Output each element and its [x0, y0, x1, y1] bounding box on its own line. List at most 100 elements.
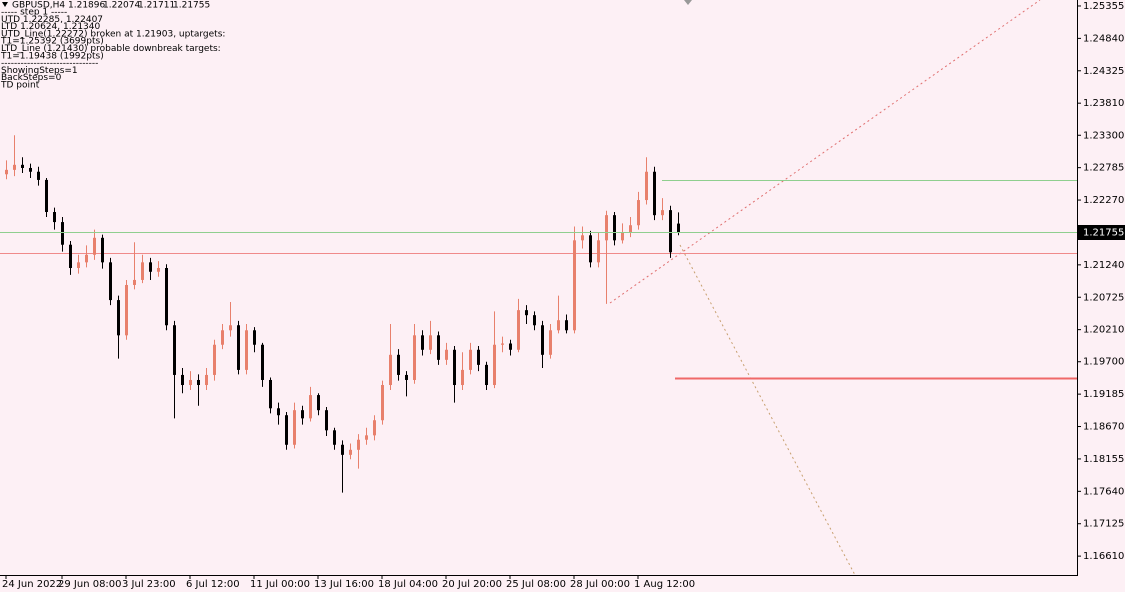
ohlc-close: 1.21755 — [173, 1, 210, 11]
candle-body — [53, 212, 56, 223]
candle-body — [397, 354, 400, 375]
candle-body — [213, 344, 216, 375]
candle-body — [341, 444, 344, 455]
info-line: TD point — [0, 81, 40, 91]
y-tick-label: 1.20210 — [1083, 325, 1124, 336]
candle-body — [325, 410, 328, 431]
candle-body — [109, 262, 112, 301]
candle-body — [517, 310, 520, 350]
candle-body — [477, 349, 480, 365]
x-tick-label: 29 Jun 08:00 — [58, 579, 122, 590]
candle-body — [373, 420, 376, 436]
candle-body — [581, 235, 584, 241]
candle-body — [157, 267, 160, 272]
candle-body — [253, 330, 256, 345]
candle-body — [445, 349, 448, 360]
x-tick-label: 6 Jul 12:00 — [186, 579, 240, 590]
price-label-box — [1078, 225, 1125, 240]
info-panel: GBPUSD,H4 1.21896 1.22074 1.21711 1.2175… — [0, 1, 225, 91]
candle-body — [677, 223, 680, 233]
candle-body — [165, 267, 168, 326]
candle-body — [261, 344, 264, 380]
y-tick-label: 1.24840 — [1083, 33, 1124, 44]
candle-body — [365, 435, 368, 440]
info-line: ShowingSteps=1 — [1, 66, 78, 76]
marker — [684, 0, 692, 5]
candle-body — [437, 335, 440, 360]
y-tick-label: 1.19700 — [1083, 357, 1124, 368]
info-line: ----- step 1 ----- — [1, 8, 67, 18]
candle-body — [133, 279, 136, 285]
candle-body — [413, 335, 416, 380]
candle-body — [525, 310, 528, 316]
x-tick-label: 11 Jul 00:00 — [250, 579, 310, 590]
candle-body — [669, 210, 672, 253]
candle-body — [149, 262, 152, 272]
candle-body — [197, 379, 200, 386]
candle-body — [389, 354, 392, 386]
candle-body — [613, 215, 616, 241]
candle-body — [125, 284, 128, 336]
candle-body — [21, 164, 24, 168]
candle-body — [605, 215, 608, 241]
candle-body — [277, 408, 280, 416]
candle-body — [77, 262, 80, 268]
candle-body — [421, 335, 424, 350]
candle-body — [429, 335, 432, 350]
y-tick-label: 1.18155 — [1083, 454, 1124, 465]
info-line: T1=1.19438 (1992pts) — [0, 51, 104, 61]
candle-body — [589, 235, 592, 263]
candle-body — [13, 164, 16, 170]
candle-body — [629, 225, 632, 233]
candle-body — [533, 315, 536, 326]
candle-body — [301, 410, 304, 419]
x-tick-label: 3 Jul 23:00 — [122, 579, 176, 590]
candle-body — [453, 349, 456, 386]
x-tick-label: 25 Jul 08:00 — [506, 579, 566, 590]
collapse-arrow[interactable] — [2, 2, 8, 7]
candle-body — [141, 262, 144, 280]
candle-body — [93, 237, 96, 255]
y-tick-label: 1.23300 — [1083, 130, 1124, 141]
y-tick-label: 1.22270 — [1083, 195, 1124, 206]
y-tick-label: 1.24325 — [1083, 66, 1124, 77]
ohlc-open: 1.21896 — [68, 1, 105, 11]
candle-body — [349, 449, 352, 455]
candle-body — [573, 240, 576, 331]
y-tick-label: 1.19185 — [1083, 389, 1124, 400]
info-line: T1=1.25392 (3699pts) — [0, 37, 104, 47]
candle-body — [621, 232, 624, 241]
candle-body — [485, 364, 488, 386]
ohlc-high: 1.22074 — [103, 1, 140, 11]
y-tick-label: 1.21240 — [1083, 260, 1124, 271]
candle-body — [221, 330, 224, 345]
candle-body — [181, 374, 184, 386]
candle-body — [205, 374, 208, 386]
candle-body — [317, 395, 320, 411]
x-tick-label: 20 Jul 20:00 — [442, 579, 502, 590]
down-trend-line — [679, 244, 856, 576]
y-tick-label: 1.25355 — [1083, 1, 1124, 12]
info-line: BackSteps=0 — [1, 73, 62, 83]
candle-body — [501, 343, 504, 345]
x-tick-label: 18 Jul 04:00 — [378, 579, 438, 590]
candle-body — [661, 210, 664, 216]
y-tick-label: 1.22785 — [1083, 163, 1124, 174]
candle-body — [541, 325, 544, 355]
candle-body — [645, 171, 648, 201]
y-tick-label: 1.17640 — [1083, 486, 1124, 497]
candle-body — [173, 325, 176, 375]
info-line: LTD 1.20624, 1.21340 — [1, 22, 100, 32]
candle-body — [333, 430, 336, 445]
candle-body — [29, 167, 32, 172]
candle-body — [493, 344, 496, 386]
y-tick-label: 1.17125 — [1083, 519, 1124, 530]
candle-body — [653, 171, 656, 216]
candle-body — [309, 395, 312, 419]
info-line: LTD_Line (1.21430) probable downbreak ta… — [1, 44, 221, 54]
candle-body — [557, 320, 560, 331]
candle-body — [549, 330, 552, 355]
candle-body — [469, 349, 472, 370]
symbol: GBPUSD,H4 — [12, 1, 65, 11]
